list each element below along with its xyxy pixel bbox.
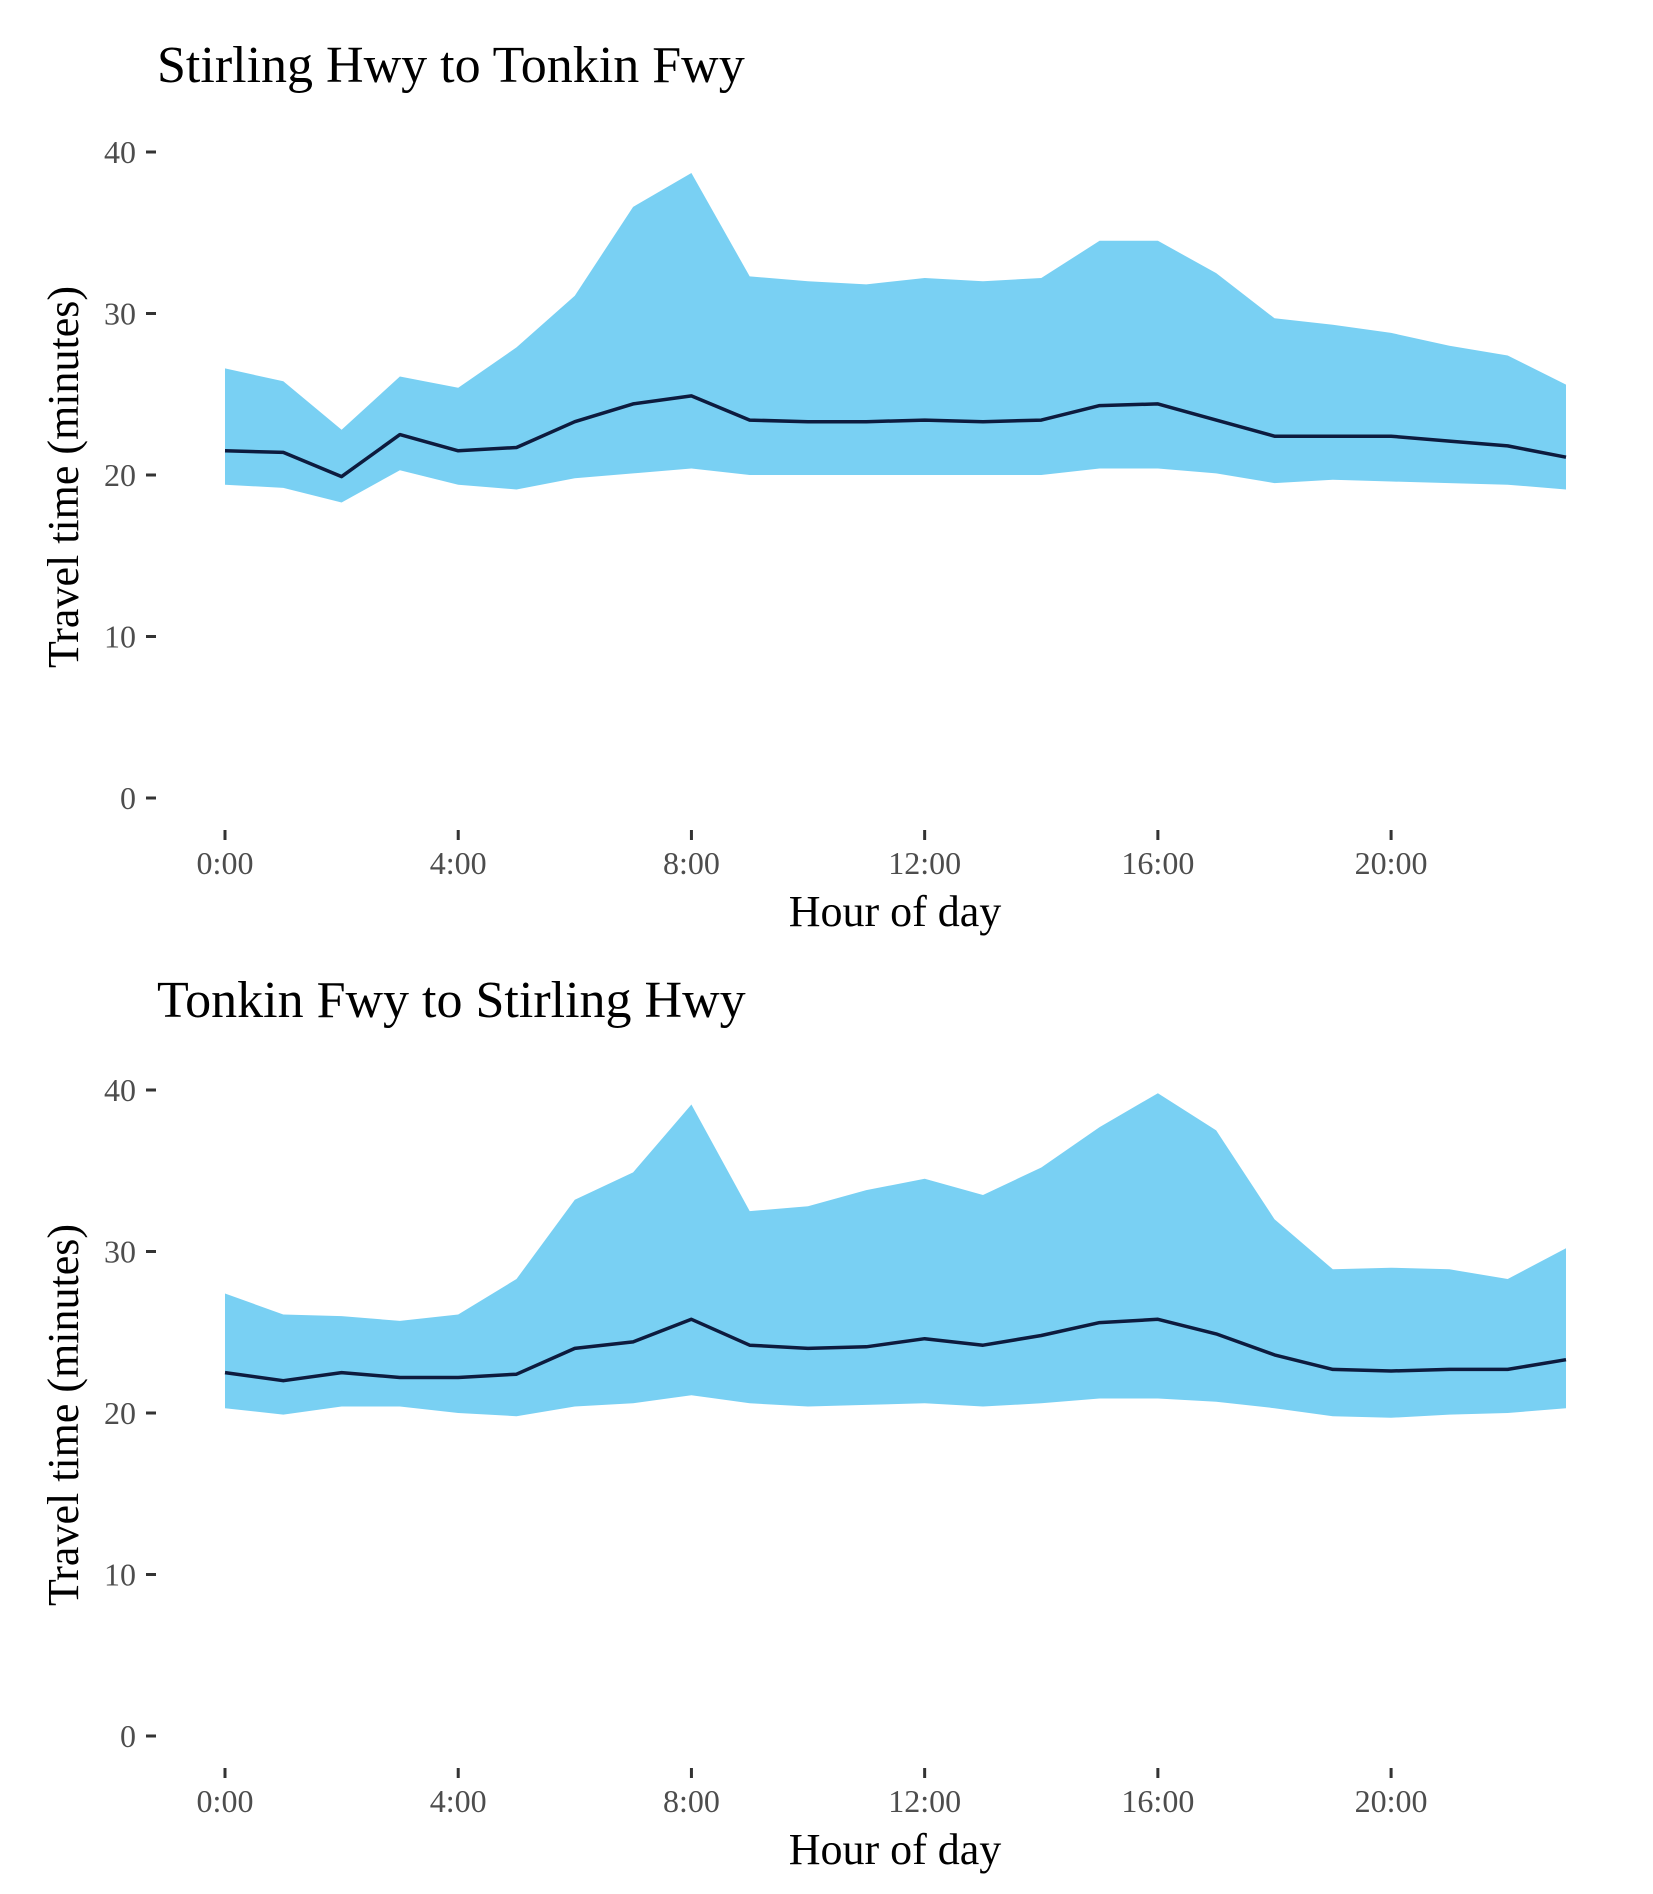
x-tick-label: 12:00 bbox=[888, 1783, 961, 1819]
y-tick-label: 10 bbox=[104, 619, 136, 655]
y-axis: 0 10 20 30 40 bbox=[104, 134, 156, 816]
x-tick-label: 4:00 bbox=[430, 845, 487, 881]
y-tick-label: 0 bbox=[120, 780, 136, 816]
x-tick-label: 8:00 bbox=[663, 845, 720, 881]
y-tick-label: 30 bbox=[104, 1234, 136, 1270]
y-tick-label: 20 bbox=[104, 1395, 136, 1431]
chart-panel-stirling-to-tonkin: Stirling Hwy to Tonkin Fwy Travel time (… bbox=[39, 37, 1567, 936]
x-axis: 0:00 4:00 8:00 12:00 16:00 20:00 bbox=[197, 1768, 1428, 1819]
chart-title: Tonkin Fwy to Stirling Hwy bbox=[157, 972, 746, 1029]
y-tick-label: 40 bbox=[104, 134, 136, 170]
x-tick-label: 0:00 bbox=[197, 1783, 254, 1819]
x-axis: 0:00 4:00 8:00 12:00 16:00 20:00 bbox=[197, 830, 1428, 881]
chart-title: Stirling Hwy to Tonkin Fwy bbox=[157, 37, 745, 94]
y-axis: 0 10 20 30 40 bbox=[104, 1072, 156, 1754]
travel-time-range-band bbox=[225, 173, 1566, 503]
x-tick-label: 12:00 bbox=[888, 845, 961, 881]
travel-time-range-band bbox=[225, 1093, 1566, 1418]
y-axis-label: Travel time (minutes) bbox=[39, 286, 88, 668]
x-tick-label: 16:00 bbox=[1121, 845, 1194, 881]
x-axis-label: Hour of day bbox=[789, 1825, 1002, 1874]
x-axis-label: Hour of day bbox=[789, 887, 1002, 936]
median-travel-time-line bbox=[224, 1317, 1567, 1383]
y-tick-label: 10 bbox=[104, 1557, 136, 1593]
chart-panel-tonkin-to-stirling: Tonkin Fwy to Stirling Hwy Travel time (… bbox=[39, 972, 1567, 1874]
x-tick-label: 8:00 bbox=[663, 1783, 720, 1819]
y-tick-label: 20 bbox=[104, 457, 136, 493]
y-axis-label: Travel time (minutes) bbox=[39, 1224, 88, 1606]
y-tick-label: 30 bbox=[104, 296, 136, 332]
x-tick-label: 16:00 bbox=[1121, 1783, 1194, 1819]
median-travel-time-line bbox=[224, 394, 1567, 479]
x-tick-label: 4:00 bbox=[430, 1783, 487, 1819]
x-tick-label: 20:00 bbox=[1355, 1783, 1428, 1819]
x-tick-label: 0:00 bbox=[197, 845, 254, 881]
y-tick-label: 40 bbox=[104, 1072, 136, 1108]
y-tick-label: 0 bbox=[120, 1718, 136, 1754]
x-tick-label: 20:00 bbox=[1355, 845, 1428, 881]
